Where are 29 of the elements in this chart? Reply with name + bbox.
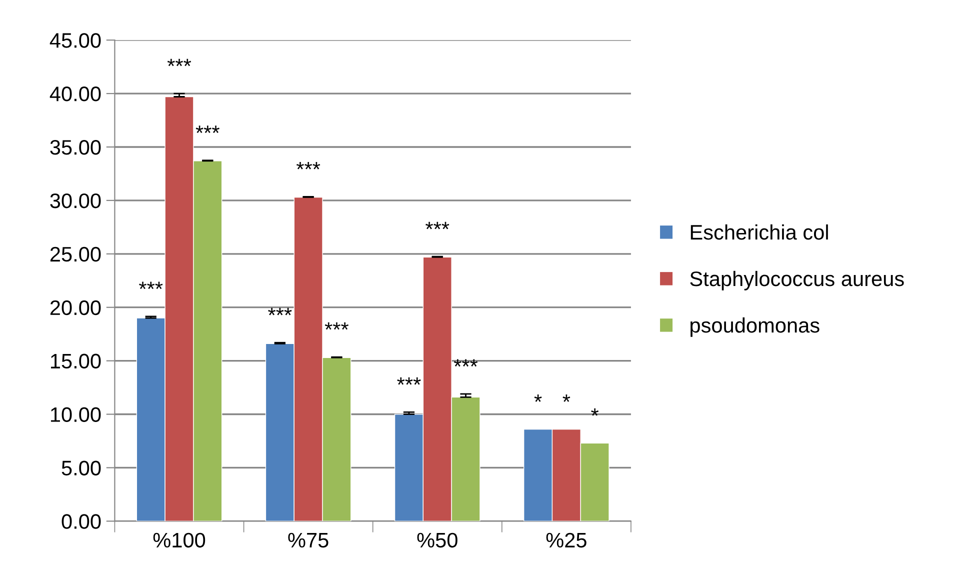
y-tick-label: 30.00 [50, 193, 101, 208]
data-label: *** [139, 282, 163, 290]
y-tick-label: 40.00 [50, 86, 101, 102]
data-label: * [534, 394, 542, 402]
y-tick-label: 15.00 [50, 354, 101, 369]
legend-label: Staphylococcus aureus [690, 270, 904, 290]
y-tick-label: 35.00 [50, 140, 101, 155]
y-tick-label: 20.00 [50, 300, 101, 316]
x-tick-label: %50 [417, 532, 458, 548]
data-label: *** [196, 126, 220, 133]
y-tick-label: 0.00 [62, 514, 101, 529]
legend-label: psoudomonas [690, 317, 820, 337]
data-label: *** [426, 222, 450, 230]
y-tick-label: 10.00 [50, 407, 101, 422]
legend-label: Escherichia col [690, 224, 828, 240]
data-label: *** [397, 377, 421, 385]
data-label: *** [454, 359, 478, 367]
data-label: *** [296, 162, 320, 170]
data-label: *** [167, 58, 192, 66]
data-label: *** [268, 308, 292, 316]
x-tick-label: %100 [153, 532, 206, 548]
y-tick-label: 5.00 [62, 460, 101, 476]
y-tick-label: 25.00 [50, 246, 101, 262]
x-tick-label: %75 [288, 532, 328, 548]
data-label: *** [324, 322, 349, 330]
x-tick-label: %25 [546, 532, 586, 548]
y-tick-label: 45.00 [50, 33, 101, 48]
data-label: * [562, 394, 570, 402]
data-label: * [591, 408, 599, 416]
